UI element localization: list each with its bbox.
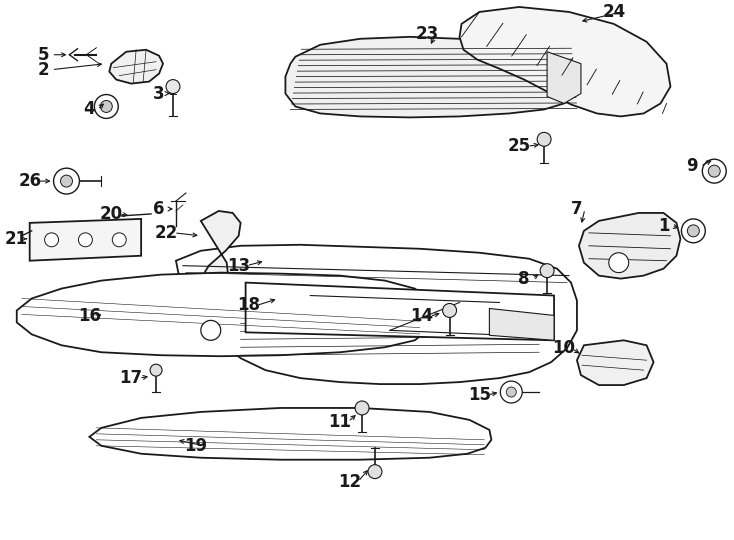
Text: 26: 26 <box>18 172 41 190</box>
Polygon shape <box>246 282 554 340</box>
Circle shape <box>60 175 73 187</box>
Text: 7: 7 <box>571 200 583 218</box>
Text: 9: 9 <box>686 157 698 175</box>
Polygon shape <box>109 50 163 84</box>
Circle shape <box>688 225 700 237</box>
Text: 16: 16 <box>78 307 101 326</box>
Polygon shape <box>459 7 670 117</box>
Text: 2: 2 <box>38 60 49 79</box>
Polygon shape <box>29 219 141 261</box>
Circle shape <box>708 165 720 177</box>
Polygon shape <box>176 245 577 384</box>
Text: 14: 14 <box>410 307 433 326</box>
Text: 24: 24 <box>602 3 625 21</box>
FancyBboxPatch shape <box>277 292 308 307</box>
Circle shape <box>540 264 554 278</box>
Text: 22: 22 <box>154 224 178 242</box>
Circle shape <box>95 94 118 118</box>
Polygon shape <box>17 273 432 356</box>
Text: 20: 20 <box>100 205 123 223</box>
Text: 8: 8 <box>518 269 530 288</box>
Text: 10: 10 <box>553 339 575 357</box>
Circle shape <box>506 387 516 397</box>
Text: 13: 13 <box>227 256 250 275</box>
Text: 21: 21 <box>4 230 27 248</box>
Circle shape <box>537 132 551 146</box>
FancyBboxPatch shape <box>264 252 298 269</box>
Polygon shape <box>577 340 653 385</box>
Circle shape <box>54 168 79 194</box>
Polygon shape <box>90 408 491 460</box>
Circle shape <box>201 320 221 340</box>
Polygon shape <box>490 308 554 340</box>
Circle shape <box>355 401 369 415</box>
Circle shape <box>501 381 522 403</box>
Text: 23: 23 <box>416 25 440 43</box>
Text: 6: 6 <box>153 200 165 218</box>
Text: 12: 12 <box>338 472 362 491</box>
Circle shape <box>702 159 726 183</box>
Text: 5: 5 <box>38 46 49 64</box>
Circle shape <box>166 79 180 93</box>
Circle shape <box>101 100 112 112</box>
Text: 4: 4 <box>84 100 95 118</box>
Circle shape <box>608 253 629 273</box>
Text: 18: 18 <box>237 296 260 314</box>
Text: 11: 11 <box>329 413 352 431</box>
Polygon shape <box>579 213 680 279</box>
Text: 19: 19 <box>184 437 208 455</box>
Text: 25: 25 <box>508 137 531 156</box>
Circle shape <box>79 233 92 247</box>
Text: 3: 3 <box>153 85 165 103</box>
Polygon shape <box>547 52 581 104</box>
Circle shape <box>443 303 457 318</box>
Polygon shape <box>199 211 241 299</box>
Circle shape <box>150 364 162 376</box>
Text: 17: 17 <box>120 369 142 387</box>
Text: 15: 15 <box>468 386 491 404</box>
Circle shape <box>45 233 59 247</box>
Circle shape <box>112 233 126 247</box>
Circle shape <box>681 219 705 243</box>
Circle shape <box>368 465 382 478</box>
Text: 1: 1 <box>658 217 669 235</box>
Polygon shape <box>286 37 581 117</box>
